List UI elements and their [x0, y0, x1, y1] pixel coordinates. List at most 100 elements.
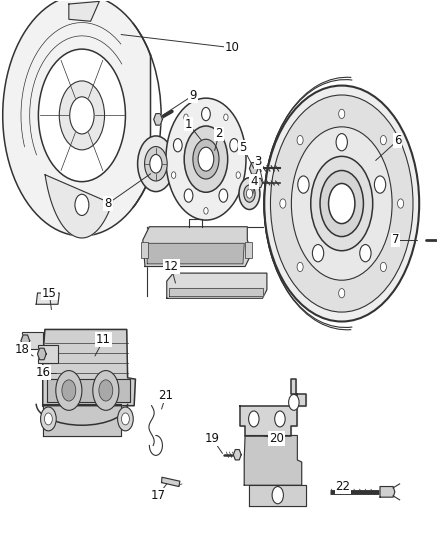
Polygon shape	[45, 175, 112, 238]
Text: 19: 19	[205, 432, 220, 446]
Circle shape	[117, 407, 133, 431]
Circle shape	[184, 126, 228, 192]
Circle shape	[249, 411, 259, 427]
Circle shape	[272, 487, 283, 504]
Circle shape	[93, 370, 119, 410]
Circle shape	[150, 155, 162, 173]
Circle shape	[39, 49, 125, 182]
Circle shape	[184, 114, 188, 120]
Polygon shape	[147, 243, 244, 264]
Circle shape	[224, 114, 228, 120]
Text: 11: 11	[96, 333, 111, 346]
Circle shape	[280, 199, 286, 208]
Circle shape	[236, 172, 240, 179]
Circle shape	[172, 172, 176, 179]
Circle shape	[244, 185, 255, 202]
Text: 6: 6	[394, 134, 401, 147]
Text: 9: 9	[189, 89, 197, 102]
Polygon shape	[21, 335, 30, 346]
Bar	[245, 242, 252, 258]
Text: 2: 2	[215, 127, 223, 140]
Polygon shape	[240, 379, 306, 435]
Polygon shape	[38, 348, 46, 360]
Circle shape	[312, 245, 324, 262]
Bar	[22, 332, 43, 349]
Text: 5: 5	[239, 141, 247, 154]
Circle shape	[193, 139, 219, 179]
Circle shape	[45, 413, 52, 425]
Circle shape	[336, 134, 347, 151]
Circle shape	[270, 95, 413, 312]
Text: 4: 4	[250, 175, 258, 188]
Circle shape	[320, 171, 364, 237]
Polygon shape	[162, 477, 180, 487]
Circle shape	[380, 262, 386, 272]
Circle shape	[289, 394, 299, 410]
Polygon shape	[244, 435, 302, 485]
Circle shape	[291, 127, 392, 280]
Circle shape	[339, 288, 345, 298]
Circle shape	[297, 262, 303, 272]
Circle shape	[380, 135, 386, 145]
Circle shape	[264, 86, 419, 321]
Circle shape	[275, 411, 285, 427]
Polygon shape	[154, 114, 162, 125]
Polygon shape	[250, 163, 258, 174]
Bar	[39, 345, 58, 362]
Text: 22: 22	[336, 480, 350, 493]
Text: 18: 18	[15, 343, 30, 356]
Circle shape	[298, 176, 309, 193]
Text: 1: 1	[185, 117, 192, 131]
Text: 16: 16	[35, 366, 50, 379]
Polygon shape	[43, 403, 121, 435]
Text: 15: 15	[42, 287, 57, 300]
Text: 20: 20	[269, 432, 284, 446]
Circle shape	[374, 176, 386, 193]
Circle shape	[201, 108, 210, 120]
Polygon shape	[167, 273, 267, 298]
Polygon shape	[47, 379, 130, 402]
Circle shape	[59, 81, 105, 150]
Circle shape	[75, 194, 89, 215]
Text: 17: 17	[151, 489, 166, 502]
Circle shape	[99, 380, 113, 401]
Text: 8: 8	[104, 197, 112, 210]
Circle shape	[311, 156, 373, 251]
Text: 3: 3	[254, 155, 262, 168]
Text: 21: 21	[159, 389, 173, 402]
Circle shape	[62, 380, 76, 401]
Circle shape	[184, 189, 193, 202]
Circle shape	[173, 139, 182, 152]
Circle shape	[145, 147, 167, 181]
Polygon shape	[69, 2, 99, 21]
Circle shape	[41, 407, 56, 431]
Circle shape	[70, 97, 94, 134]
Polygon shape	[3, 0, 151, 236]
Circle shape	[121, 413, 129, 425]
Polygon shape	[233, 449, 241, 460]
Polygon shape	[250, 485, 306, 506]
Text: 12: 12	[164, 260, 179, 273]
Polygon shape	[36, 293, 59, 304]
Circle shape	[230, 139, 238, 152]
Circle shape	[360, 245, 371, 262]
Polygon shape	[143, 227, 252, 266]
Circle shape	[247, 189, 253, 198]
Circle shape	[297, 135, 303, 145]
Circle shape	[198, 147, 214, 171]
Circle shape	[239, 177, 260, 209]
Circle shape	[398, 199, 404, 208]
Polygon shape	[169, 288, 262, 296]
Polygon shape	[255, 179, 262, 188]
Polygon shape	[43, 329, 135, 406]
Text: 7: 7	[392, 233, 399, 246]
Bar	[141, 242, 148, 258]
Circle shape	[166, 98, 246, 220]
Circle shape	[204, 207, 208, 214]
Polygon shape	[380, 487, 395, 497]
Circle shape	[56, 370, 82, 410]
Circle shape	[219, 189, 228, 202]
Circle shape	[339, 109, 345, 118]
Circle shape	[328, 183, 355, 223]
Circle shape	[138, 136, 174, 191]
